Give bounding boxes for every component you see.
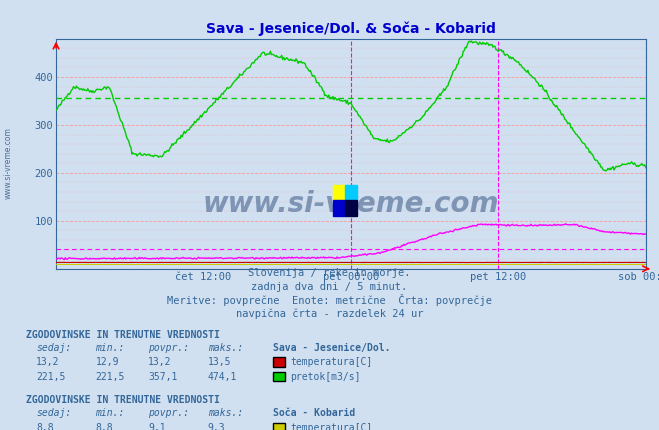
Text: ZGODOVINSKE IN TRENUTNE VREDNOSTI: ZGODOVINSKE IN TRENUTNE VREDNOSTI: [26, 395, 220, 405]
Text: 221,5: 221,5: [36, 372, 66, 382]
Text: Sava - Jesenice/Dol.: Sava - Jesenice/Dol.: [273, 343, 391, 353]
Bar: [345, 200, 357, 216]
Text: 474,1: 474,1: [208, 372, 237, 382]
Text: povpr.:: povpr.:: [148, 343, 189, 353]
Text: 8,8: 8,8: [96, 423, 113, 430]
Text: zadnja dva dni / 5 minut.: zadnja dva dni / 5 minut.: [251, 282, 408, 292]
Text: 13,5: 13,5: [208, 357, 231, 367]
Text: www.si-vreme.com: www.si-vreme.com: [3, 127, 13, 200]
Title: Sava - Jesenice/Dol. & Soča - Kobarid: Sava - Jesenice/Dol. & Soča - Kobarid: [206, 22, 496, 36]
Text: pretok[m3/s]: pretok[m3/s]: [291, 372, 361, 382]
Text: min.:: min.:: [96, 408, 125, 418]
Text: min.:: min.:: [96, 343, 125, 353]
Text: 357,1: 357,1: [148, 372, 178, 382]
Bar: [333, 185, 345, 200]
Text: 221,5: 221,5: [96, 372, 125, 382]
Text: povpr.:: povpr.:: [148, 408, 189, 418]
Text: navpična črta - razdelek 24 ur: navpična črta - razdelek 24 ur: [236, 309, 423, 319]
Text: 8,8: 8,8: [36, 423, 54, 430]
Text: maks.:: maks.:: [208, 408, 243, 418]
Text: Meritve: povprečne  Enote: metrične  Črta: povprečje: Meritve: povprečne Enote: metrične Črta:…: [167, 294, 492, 306]
Text: maks.:: maks.:: [208, 343, 243, 353]
Text: temperatura[C]: temperatura[C]: [291, 423, 373, 430]
Text: www.si-vreme.com: www.si-vreme.com: [203, 190, 499, 218]
Text: 9,3: 9,3: [208, 423, 225, 430]
Text: ZGODOVINSKE IN TRENUTNE VREDNOSTI: ZGODOVINSKE IN TRENUTNE VREDNOSTI: [26, 329, 220, 340]
Text: 9,1: 9,1: [148, 423, 166, 430]
Bar: [333, 200, 345, 216]
Text: 13,2: 13,2: [36, 357, 60, 367]
Text: temperatura[C]: temperatura[C]: [291, 357, 373, 367]
Text: Soča - Kobarid: Soča - Kobarid: [273, 408, 356, 418]
Text: sedaj:: sedaj:: [36, 408, 71, 418]
Text: Slovenija / reke in morje.: Slovenija / reke in morje.: [248, 268, 411, 278]
Text: 12,9: 12,9: [96, 357, 119, 367]
Text: sedaj:: sedaj:: [36, 343, 71, 353]
Bar: [345, 185, 357, 200]
Text: 13,2: 13,2: [148, 357, 172, 367]
